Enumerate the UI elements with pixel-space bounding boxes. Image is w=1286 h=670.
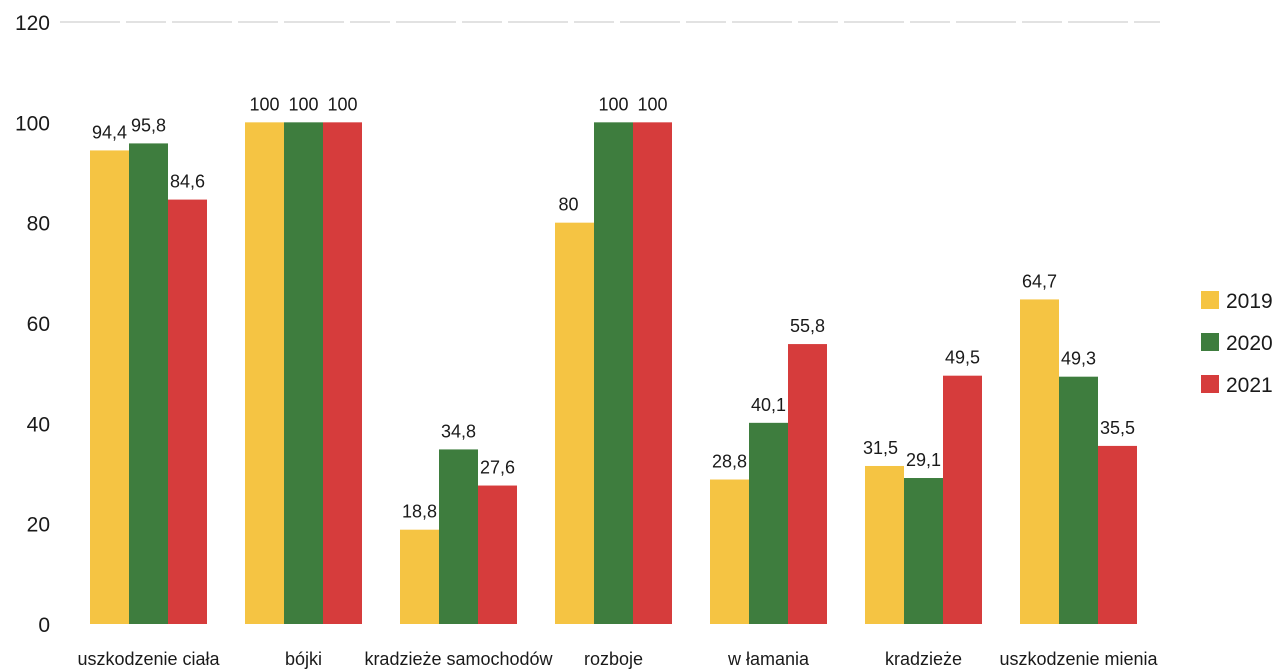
x-axis: uszkodzenie ciała bójki kradzieże samochod… <box>77 649 1158 669</box>
data-labels-group: 94,4 95,8 84,6 100 100 100 18,8 34,827,6 80 100 10… <box>92 94 1135 521</box>
data-label-2019-6: 31,5 <box>863 438 898 458</box>
bar-2021-6 <box>943 375 982 624</box>
x-category-label: uszkodzenie mienia <box>999 649 1158 669</box>
data-label-2019-3: 18,8 <box>402 502 437 522</box>
data-label-2021-6: 49,5 <box>945 348 980 368</box>
bar-2021-5 <box>788 344 827 624</box>
x-category-label: bójki <box>285 649 322 669</box>
legend-label-2019: 2019 <box>1226 290 1273 313</box>
x-category-label: w łamania <box>727 649 810 669</box>
bar-2021-4 <box>633 122 672 624</box>
data-label-2019-4: 80 <box>558 195 578 215</box>
legend-swatch-2020 <box>1201 333 1219 351</box>
data-label-2020-3: 34,8 <box>441 421 476 441</box>
bar-2020-2 <box>284 122 323 624</box>
data-label-2020-2: 100 <box>288 94 318 114</box>
bar-2019-1 <box>90 150 129 624</box>
bar-2019-4 <box>555 222 594 624</box>
data-label-2020-6: 29,1 <box>906 450 941 470</box>
x-category-label: uszkodzenie ciała <box>77 649 220 669</box>
y-axis: 0 20 40 60 80 100 120 <box>15 12 50 637</box>
legend-swatch-2019 <box>1201 291 1219 309</box>
bar-2019-2 <box>245 122 284 624</box>
bar-2020-4 <box>594 122 633 624</box>
data-label-2019-2: 100 <box>249 94 279 114</box>
data-label-2021-4: 100 <box>637 94 667 114</box>
legend-label-2021: 2021 <box>1226 374 1273 397</box>
data-label-2021-2: 100 <box>327 94 357 114</box>
bar-2020-1 <box>129 143 168 625</box>
y-tick-label: 80 <box>27 213 50 236</box>
x-category-label: rozboje <box>584 649 643 669</box>
legend: 2019 2020 2021 <box>1201 290 1273 397</box>
x-category-label: kradzieże <box>885 649 962 669</box>
data-label-2020-1: 95,8 <box>131 115 166 135</box>
legend-swatch-2021 <box>1201 375 1219 393</box>
bar-2021-3 <box>478 485 517 624</box>
legend-label-2020: 2020 <box>1226 332 1273 355</box>
bar-2020-3 <box>439 449 478 624</box>
bar-2021-2 <box>323 122 362 624</box>
bars-group <box>90 122 1137 625</box>
data-label-2020-5: 40,1 <box>751 395 786 415</box>
data-label-2020-7: 49,3 <box>1061 349 1096 369</box>
y-tick-label: 20 <box>27 514 50 537</box>
data-label-2020-4: 100 <box>598 94 628 114</box>
y-tick-label: 120 <box>15 12 50 35</box>
bar-2021-1 <box>168 199 207 624</box>
bar-2019-7 <box>1020 299 1059 624</box>
x-category-label: kradzieże samochodów <box>364 649 553 669</box>
y-tick-label: 100 <box>15 112 50 135</box>
data-label-2019-7: 64,7 <box>1022 271 1057 291</box>
data-label-2021-5: 55,8 <box>790 316 825 336</box>
data-label-2021-3: 27,6 <box>480 458 515 478</box>
bar-2020-5 <box>749 422 788 624</box>
bar-2021-7 <box>1098 445 1137 624</box>
data-label-2019-1: 94,4 <box>92 122 127 142</box>
bar-2020-6 <box>904 478 943 624</box>
bar-2019-6 <box>865 465 904 624</box>
data-label-2021-1: 84,6 <box>170 172 205 192</box>
data-label-2021-7: 35,5 <box>1100 418 1135 438</box>
y-tick-label: 60 <box>27 313 50 336</box>
y-tick-label: 40 <box>27 413 50 436</box>
y-tick-label: 0 <box>38 614 50 637</box>
data-label-2019-5: 28,8 <box>712 452 747 472</box>
bar-2020-7 <box>1059 376 1098 624</box>
bar-2019-3 <box>400 529 439 624</box>
bar-2019-5 <box>710 479 749 624</box>
